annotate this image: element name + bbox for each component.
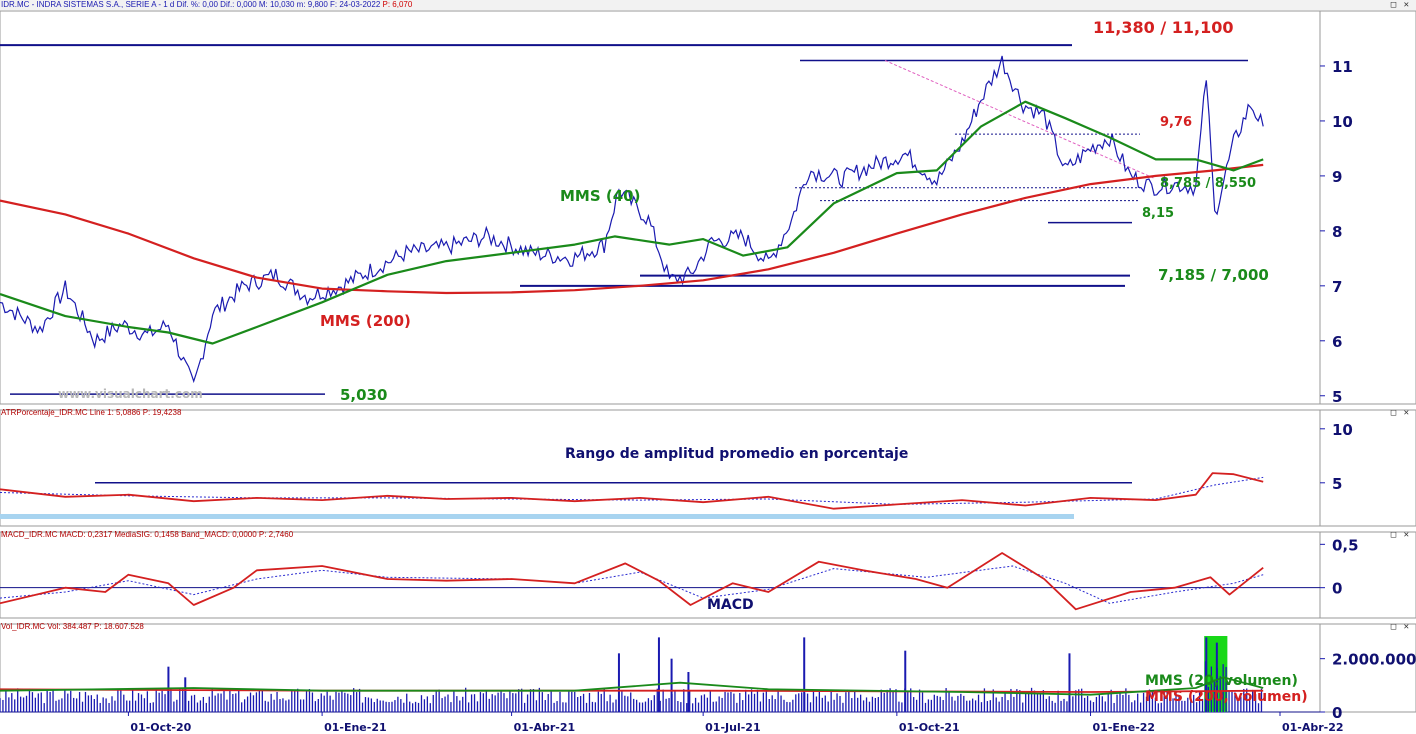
- x-tick-label: 01-Abr-22: [1282, 721, 1344, 734]
- y-tick-label-volume: 2.000.000: [1332, 651, 1416, 669]
- x-tick-label: 01-Jul-21: [705, 721, 760, 734]
- y-tick-label-price: 7: [1332, 278, 1342, 296]
- x-tick-label: 01-Ene-21: [324, 721, 387, 734]
- macd-panel-title: MACD: [707, 597, 754, 613]
- x-tick-label: 01-Ene-22: [1093, 721, 1156, 734]
- label-vol20: MMS (20, volumen): [1145, 673, 1298, 689]
- y-tick-label-macd: 0,5: [1332, 536, 1359, 554]
- label-mms200: MMS (200): [320, 312, 411, 330]
- vol200-line: [0, 688, 1264, 693]
- atr-panel-title: Rango de amplitud promedio en porcentaje: [565, 446, 908, 462]
- label-mms40: MMS (40): [560, 187, 640, 205]
- y-tick-label-price: 8: [1332, 223, 1342, 241]
- volume-highlight: [1204, 636, 1228, 712]
- mms40-line: [0, 100, 1264, 345]
- y-tick-label-price: 11: [1332, 58, 1353, 76]
- macd-signal-line: [0, 565, 1264, 604]
- panel-frame-macd: [0, 531, 1416, 619]
- annotation-resistance-top: 11,380 / 11,100: [1093, 18, 1233, 37]
- y-tick-label-atr: 10: [1332, 421, 1353, 439]
- price-panel-header: IDR.MC - INDRA SISTEMAS S.A., SERIE A - …: [1, 0, 412, 10]
- annotation-support-7185: 7,185 / 7,000: [1158, 266, 1269, 284]
- title-bar: [0, 0, 1416, 10]
- annotation-support-5030: 5,030: [340, 386, 387, 404]
- atr-panel-header: ATRPorcentaje_IDR.MC Line 1: 5,0886 P: 1…: [1, 408, 182, 417]
- x-tick-label: 01-Abr-21: [514, 721, 576, 734]
- x-tick-label: 01-Oct-20: [130, 721, 191, 734]
- label-vol200: MMS (200, volumen): [1145, 689, 1308, 705]
- atr-line: [0, 472, 1264, 510]
- panel-frame-atr: [0, 409, 1416, 527]
- volume-panel-header: Vol_IDR.MC Vol: 384.487 P: 18.607.528: [1, 622, 144, 631]
- atr-low-band: [0, 514, 1074, 519]
- mms200-line: [0, 163, 1264, 295]
- y-tick-label-price: 10: [1332, 113, 1353, 131]
- x-tick-label: 01-Oct-21: [899, 721, 960, 734]
- annotation-level-8785: 8,785 / 8,550: [1160, 176, 1256, 191]
- price-window-buttons[interactable]: □ ✕: [1390, 0, 1410, 10]
- vol20-line: [0, 676, 1264, 696]
- volume-window-buttons[interactable]: □ ✕: [1390, 622, 1410, 632]
- panel-frame-price: [0, 10, 1416, 405]
- price-header-text: IDR.MC - INDRA SISTEMAS S.A., SERIE A - …: [1, 0, 381, 9]
- price-series: [0, 55, 1264, 384]
- watermark: www.visualchart.com: [58, 387, 203, 401]
- y-tick-label-atr: 5: [1332, 475, 1342, 493]
- annotation-support-815: 8,15: [1142, 206, 1174, 221]
- annotation-level-976: 9,76: [1160, 115, 1192, 130]
- atr-window-buttons[interactable]: □ ✕: [1390, 408, 1410, 418]
- macd-window-buttons[interactable]: □ ✕: [1390, 530, 1410, 540]
- y-tick-label-volume: 0: [1332, 704, 1342, 722]
- atr-signal-line: [0, 476, 1264, 505]
- downtrend-line: [884, 60, 1156, 180]
- macd-panel-header: MACD_IDR.MC MACD: 0,2317 MediaSIG: 0,145…: [1, 530, 294, 539]
- y-tick-label-price: 6: [1332, 333, 1342, 351]
- price-header-p: P: 6,070: [382, 0, 413, 9]
- macd-line: [0, 552, 1264, 611]
- y-tick-label-price: 5: [1332, 388, 1342, 406]
- y-tick-label-macd: 0: [1332, 580, 1342, 598]
- y-tick-label-price: 9: [1332, 168, 1342, 186]
